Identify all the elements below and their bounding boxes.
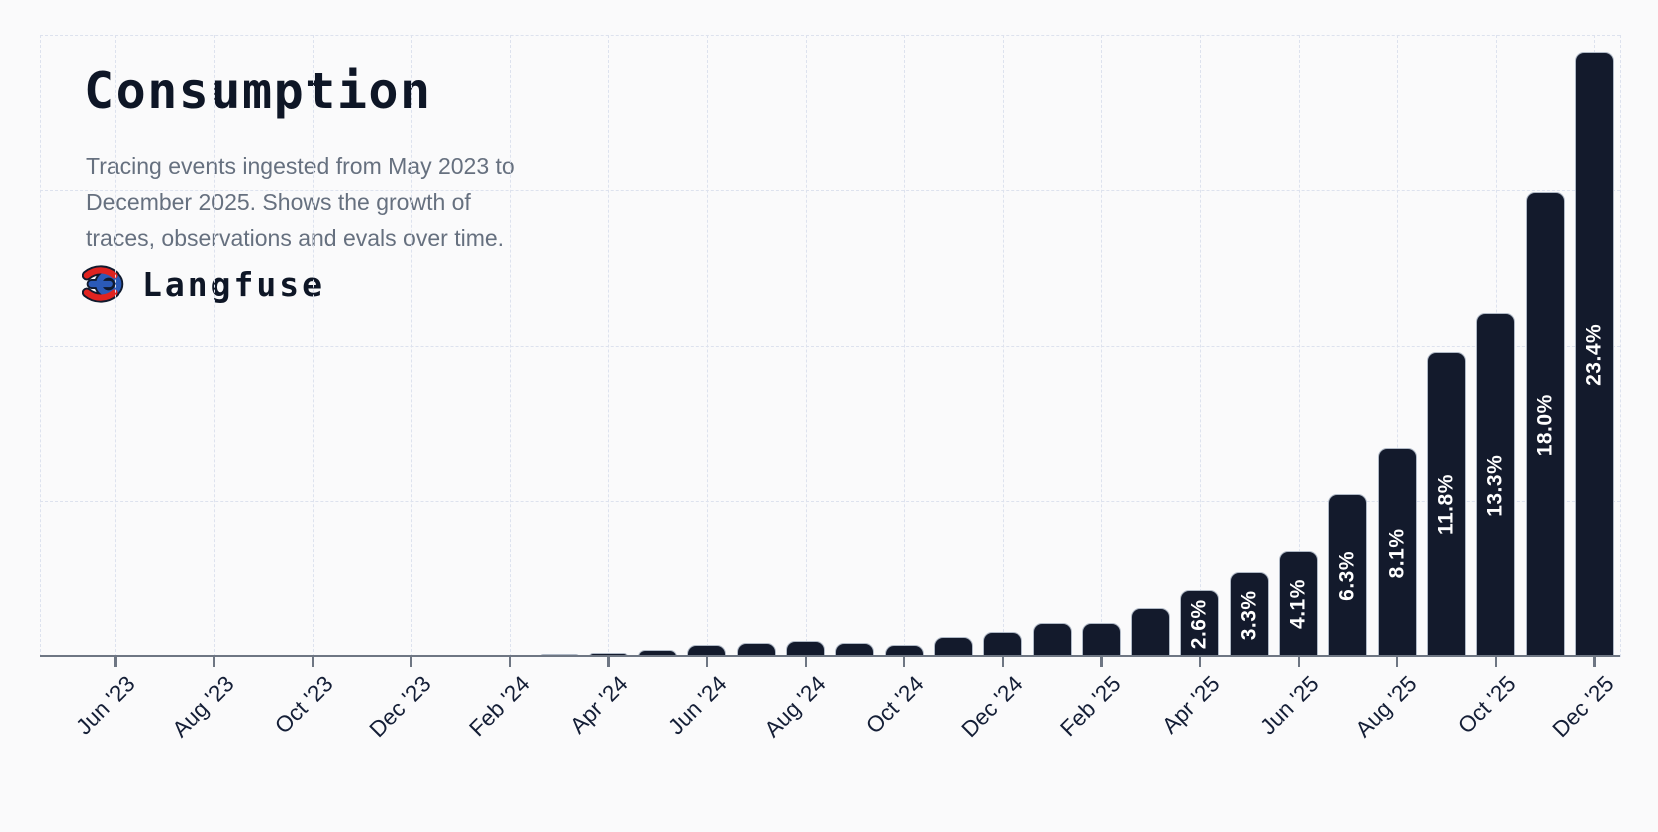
bar-dec-24 bbox=[983, 632, 1023, 657]
bar-value-label: 3.3% bbox=[1237, 589, 1261, 640]
vertical-gridline bbox=[509, 35, 511, 657]
bar-value-label: 4.1% bbox=[1286, 579, 1310, 630]
vertical-gridline bbox=[115, 35, 117, 657]
bar-aug-25: 8.1% bbox=[1377, 447, 1417, 657]
x-axis-tick bbox=[1100, 657, 1103, 667]
horizontal-gridline bbox=[40, 346, 1620, 347]
x-axis-tick bbox=[607, 657, 610, 667]
bar-jun-25: 4.1% bbox=[1279, 551, 1318, 657]
vertical-gridline bbox=[608, 35, 610, 657]
bar-mar-25 bbox=[1131, 607, 1171, 657]
bar-jan-25 bbox=[1032, 623, 1072, 657]
x-tick-label: Aug '23 bbox=[167, 671, 239, 743]
bar-value-label: 18.0% bbox=[1533, 393, 1556, 456]
x-axis-tick bbox=[114, 657, 117, 667]
x-axis-tick bbox=[1396, 657, 1399, 667]
x-tick-label: Dec '23 bbox=[364, 671, 436, 743]
langfuse-brand: Langfuse bbox=[82, 264, 325, 304]
x-tick-label: Feb '24 bbox=[464, 671, 535, 742]
x-tick-label: Dec '25 bbox=[1547, 671, 1619, 743]
page-title: Consumption bbox=[84, 62, 432, 120]
x-axis-tick bbox=[804, 657, 807, 667]
brand-name: Langfuse bbox=[142, 264, 325, 304]
x-axis-line bbox=[40, 655, 1620, 658]
vertical-gridline bbox=[1620, 35, 1621, 657]
vertical-gridline bbox=[1101, 35, 1103, 657]
x-axis-tick bbox=[410, 657, 413, 667]
bar-aug-24 bbox=[786, 640, 825, 657]
x-axis-tick bbox=[1297, 657, 1300, 667]
x-tick-label: Jun '24 bbox=[663, 671, 732, 740]
bar-value-label: 11.8% bbox=[1434, 474, 1458, 536]
bar-value-label: 2.6% bbox=[1187, 598, 1211, 649]
x-axis-tick bbox=[508, 657, 512, 667]
bar-jul-24 bbox=[736, 642, 776, 657]
bar-value-label: 13.3% bbox=[1483, 454, 1507, 517]
vertical-gridline bbox=[706, 35, 708, 657]
vertical-gridline bbox=[312, 35, 314, 657]
x-axis-tick bbox=[1593, 657, 1596, 667]
bar-sep-25: 11.8% bbox=[1426, 351, 1466, 657]
subtitle-line: December 2025. Shows the growth of bbox=[86, 189, 471, 215]
langfuse-knot-icon bbox=[82, 264, 126, 304]
vertical-gridline bbox=[1199, 35, 1201, 657]
vertical-gridline bbox=[1002, 35, 1004, 657]
subtitle-line: Tracing events ingested from May 2023 to bbox=[86, 153, 515, 179]
x-axis-tick bbox=[705, 657, 709, 667]
bar-value-label: 6.3% bbox=[1335, 551, 1359, 602]
vertical-gridline bbox=[411, 35, 413, 657]
vertical-gridline bbox=[1298, 35, 1300, 657]
bar-oct-24 bbox=[884, 645, 924, 657]
bar-jul-25: 6.3% bbox=[1328, 494, 1368, 657]
vertical-gridline bbox=[1397, 35, 1399, 657]
chart-subtitle: Tracing events ingested from May 2023 to… bbox=[86, 148, 515, 256]
horizontal-gridline bbox=[40, 190, 1620, 191]
bar-nov-25: 18.0% bbox=[1525, 191, 1565, 657]
x-axis-tick bbox=[311, 657, 314, 667]
x-tick-label: Oct '24 bbox=[861, 671, 929, 739]
x-tick-label: Oct '23 bbox=[269, 671, 338, 739]
vertical-gridline bbox=[40, 35, 41, 657]
x-axis-tick bbox=[1494, 657, 1498, 667]
bar-apr-25: 2.6% bbox=[1180, 589, 1220, 657]
horizontal-gridline bbox=[40, 35, 1620, 36]
bar-value-label: 8.1% bbox=[1385, 527, 1409, 578]
x-tick-label: Apr '24 bbox=[565, 671, 633, 739]
x-axis-tick bbox=[903, 657, 906, 667]
horizontal-gridline bbox=[40, 501, 1620, 502]
x-axis-tick bbox=[1001, 657, 1005, 667]
subtitle-line: traces, observations and evals over time… bbox=[86, 225, 505, 251]
x-tick-label: Apr '25 bbox=[1156, 671, 1225, 739]
bar-oct-25: 13.3% bbox=[1476, 313, 1516, 657]
vertical-gridline bbox=[805, 35, 807, 657]
x-tick-label: Aug '24 bbox=[759, 671, 831, 743]
bar-dec-25: 23.4% bbox=[1574, 52, 1614, 657]
vertical-gridline bbox=[213, 35, 215, 657]
x-tick-label: Jun '23 bbox=[71, 671, 140, 740]
bar-sep-24 bbox=[835, 642, 875, 657]
x-axis-tick bbox=[212, 657, 216, 667]
x-axis-tick bbox=[1198, 657, 1202, 667]
x-tick-label: Oct '25 bbox=[1452, 671, 1521, 739]
x-tick-label: Jun '25 bbox=[1254, 671, 1324, 740]
x-tick-label: Feb '25 bbox=[1055, 671, 1126, 742]
vertical-gridline bbox=[904, 35, 906, 657]
bar-feb-25 bbox=[1081, 623, 1121, 657]
bar-nov-24 bbox=[933, 637, 973, 657]
x-tick-label: Aug '25 bbox=[1350, 671, 1422, 743]
x-tick-label: Dec '24 bbox=[956, 671, 1028, 743]
bar-may-25: 3.3% bbox=[1229, 571, 1269, 657]
bar-value-label: 23.4% bbox=[1582, 324, 1606, 387]
